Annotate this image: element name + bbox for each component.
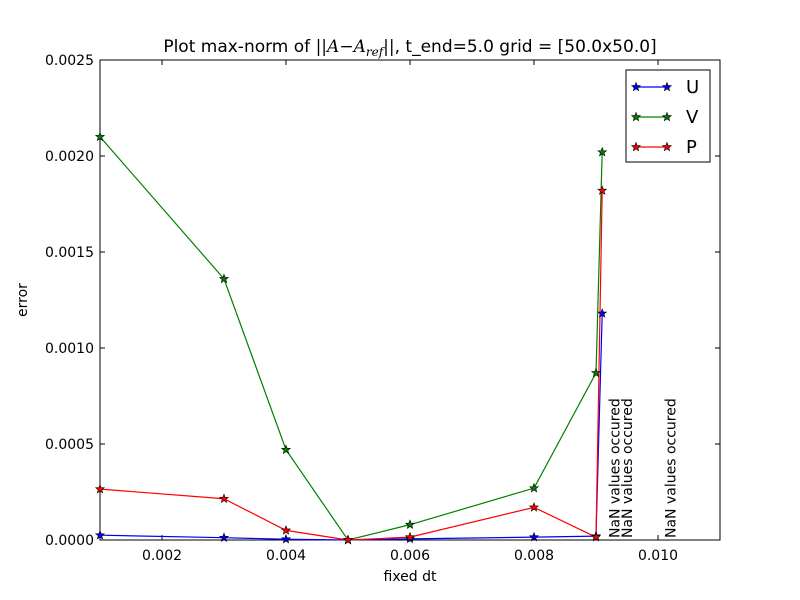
series-line-u bbox=[99, 313, 603, 541]
series-line-v bbox=[99, 136, 603, 541]
data-point-p bbox=[528, 502, 540, 512]
data-point-v bbox=[590, 367, 602, 378]
data-point-u bbox=[528, 531, 540, 542]
data-point-p bbox=[280, 525, 292, 535]
chart-title: Plot max-norm of ||A−Aref||, t_end=5.0 g… bbox=[163, 37, 656, 59]
data-point-p bbox=[94, 483, 106, 494]
data-point-v bbox=[218, 273, 230, 284]
legend-marker-u bbox=[630, 81, 642, 92]
x-tick-label: 0.002 bbox=[142, 548, 182, 564]
legend-marker-p bbox=[630, 141, 642, 152]
y-axis-title: error bbox=[15, 283, 31, 317]
data-point-p bbox=[597, 185, 608, 195]
x-tick-label: 0.004 bbox=[266, 548, 306, 564]
legend-marker-v bbox=[661, 111, 673, 122]
x-tick-label: 0.010 bbox=[638, 548, 678, 564]
legend-label-u: U bbox=[686, 77, 699, 98]
x-tick-label: 0.006 bbox=[390, 548, 430, 564]
data-point-p bbox=[404, 531, 416, 542]
data-point-p bbox=[342, 534, 354, 545]
data-point-u bbox=[597, 308, 608, 318]
data-point-u bbox=[280, 533, 292, 544]
legend-label-v: V bbox=[686, 107, 699, 128]
y-tick-label: 0.0015 bbox=[45, 245, 94, 261]
axis-ticks: 0.002 0.004 0.006 0.008 0.010 0.0000 0.0005 0.0… bbox=[45, 53, 720, 564]
y-tick-label: 0.0020 bbox=[45, 149, 94, 165]
data-point-v bbox=[404, 519, 416, 529]
title-math-a: A bbox=[325, 37, 339, 57]
legend-marker-p bbox=[661, 141, 673, 152]
title-math-ref-sub: ref bbox=[366, 45, 386, 59]
data-point-v bbox=[94, 131, 106, 142]
data-point-u bbox=[94, 529, 106, 540]
x-axis-title: fixed dt bbox=[384, 569, 438, 585]
data-point-p bbox=[218, 493, 230, 504]
legend: UVP bbox=[625, 69, 711, 163]
x-tick-label: 0.008 bbox=[514, 548, 554, 564]
nan-annotation: NaN values occured bbox=[620, 398, 636, 538]
data-point-v bbox=[280, 444, 292, 455]
legend-label-p: P bbox=[686, 137, 697, 158]
series-lines bbox=[94, 131, 608, 545]
title-prefix: Plot max-norm of bbox=[163, 37, 315, 57]
title-math-bars-right: || bbox=[383, 37, 394, 57]
data-point-p bbox=[590, 531, 602, 542]
y-tick-label: 0.0010 bbox=[45, 341, 94, 357]
title-suffix: , t_end=5.0 grid = [50.0x50.0] bbox=[395, 37, 657, 57]
title-math-bars-left: || bbox=[316, 37, 327, 57]
data-point-u bbox=[218, 532, 230, 543]
data-point-v bbox=[528, 482, 540, 493]
nan-annotation: NaN values occured bbox=[608, 398, 624, 538]
nan-annotation: NaN values occured bbox=[663, 398, 679, 538]
data-point-v bbox=[597, 146, 608, 157]
legend-marker-u bbox=[661, 81, 673, 92]
y-tick-label: 0.0005 bbox=[45, 437, 94, 453]
y-tick-label: 0.0025 bbox=[45, 53, 94, 69]
series-line-p bbox=[99, 190, 603, 541]
title-math-minus: − bbox=[339, 37, 353, 57]
title-math-aref: A bbox=[352, 37, 366, 57]
y-tick-label: 0.0000 bbox=[45, 533, 94, 549]
legend-marker-v bbox=[630, 111, 642, 122]
